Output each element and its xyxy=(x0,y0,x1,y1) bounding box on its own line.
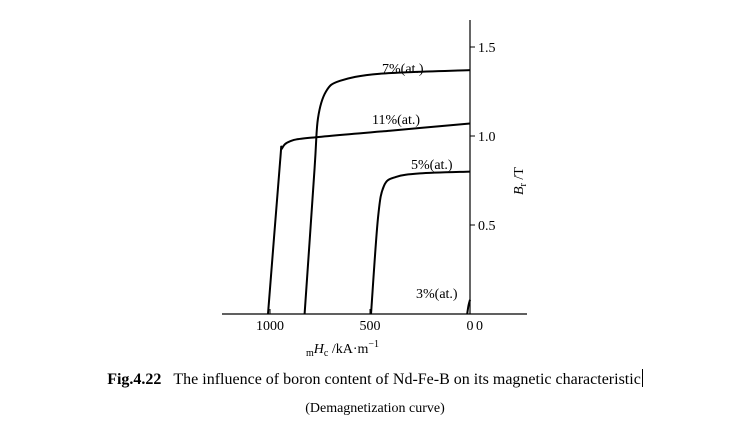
x-tick-label: 1000 xyxy=(256,319,284,334)
y-tick-label: 1.0 xyxy=(478,130,496,145)
demagnetization-chart: 1000 500 0 1.5 1.0 0.5 0 mHc /kA·m−1 Br /T 7%(at… xyxy=(222,20,529,359)
figure-title: The influence of boron content of Nd-Fe-… xyxy=(173,371,641,388)
curve-3at xyxy=(466,299,471,315)
curve-5at xyxy=(370,170,471,315)
x-tick-label: 500 xyxy=(360,319,381,334)
y-tick-label: 0 xyxy=(476,319,483,334)
series-label: 3%(at.) xyxy=(416,287,458,302)
series-label: 5%(at.) xyxy=(411,158,453,173)
curve-7at xyxy=(303,69,471,315)
figure-caption: Fig.4.22 The influence of boron content o… xyxy=(0,369,750,389)
series-label: 11%(at.) xyxy=(372,113,420,128)
figure-number: Fig.4.22 xyxy=(107,371,162,388)
figure-subtitle: (Demagnetization curve) xyxy=(305,401,445,416)
y-tick-label: 1.5 xyxy=(478,41,496,56)
labels: mHc /kA·m−1 Br /T 7%(at.) 11%(at.) 5%(at.) 3%… xyxy=(306,62,529,359)
series-label: 7%(at.) xyxy=(382,62,424,77)
y-tick-label: 0.5 xyxy=(478,219,496,234)
text-cursor xyxy=(641,369,643,387)
curve-11at xyxy=(267,122,471,315)
y-axis-label: Br /T xyxy=(512,167,529,195)
axes: 1000 500 0 1.5 1.0 0.5 0 xyxy=(222,20,527,334)
x-axis-label: mHc /kA·m−1 xyxy=(306,339,379,359)
curves xyxy=(267,69,471,315)
x-tick-label: 0 xyxy=(467,319,474,334)
